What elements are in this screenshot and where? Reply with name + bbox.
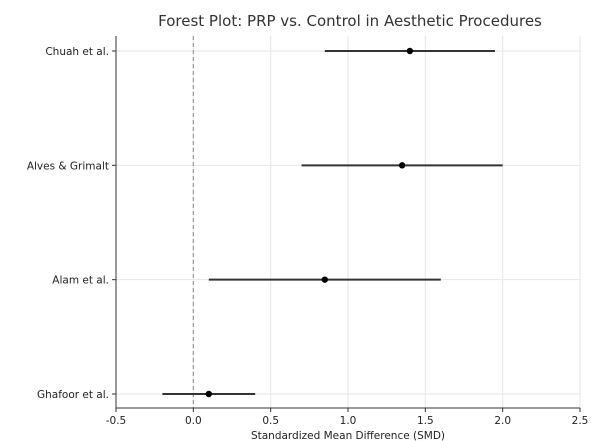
study-label: Alam et al. <box>52 275 109 287</box>
chart-title: Forest Plot: PRP vs. Control in Aestheti… <box>158 12 542 30</box>
study-label: Alves & Grimalt <box>27 160 109 172</box>
x-tick-label: 1.0 <box>340 415 357 427</box>
x-tick-label: 0.0 <box>185 415 202 427</box>
study-row: Alves & Grimalt <box>27 160 503 172</box>
study-row: Alam et al. <box>52 275 441 287</box>
effect-point <box>399 162 405 168</box>
x-tick-label: 0.5 <box>262 415 279 427</box>
effect-point <box>322 276 328 282</box>
effect-point <box>407 48 413 54</box>
study-row: Ghafoor et al. <box>37 389 255 401</box>
study-rows: Chuah et al. Alves & Grimalt Alam et al. Gh… <box>27 46 503 401</box>
grid <box>116 36 580 408</box>
x-tick-label: 2.5 <box>572 415 589 427</box>
x-tick-label: 2.0 <box>494 415 511 427</box>
x-ticks: -0.5 0.0 0.5 1.0 1.5 2.0 2.5 <box>106 408 589 427</box>
x-tick-label: -0.5 <box>106 415 127 427</box>
effect-point <box>206 391 212 397</box>
study-label: Ghafoor et al. <box>37 389 109 401</box>
x-axis-label: Standardized Mean Difference (SMD) <box>251 430 445 441</box>
study-label: Chuah et al. <box>45 46 109 58</box>
study-row: Chuah et al. <box>45 46 495 58</box>
x-tick-label: 1.5 <box>417 415 434 427</box>
